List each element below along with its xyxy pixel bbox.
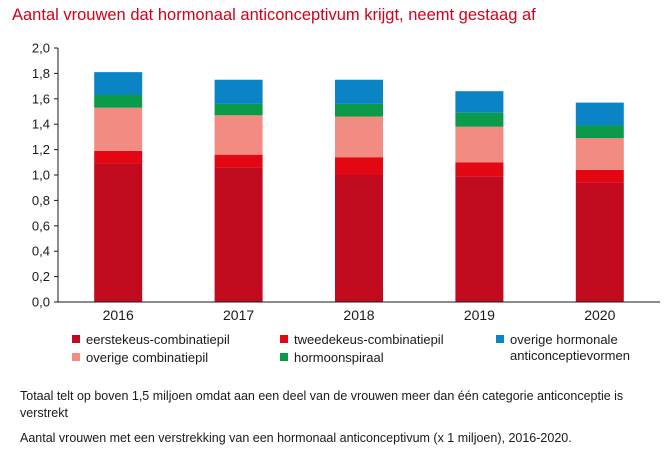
- bar-segment-2017-1: [214, 154, 263, 168]
- y-tick-label: 0,0: [32, 295, 50, 310]
- y-tick-label: 1,6: [32, 91, 50, 106]
- bar-segment-2020-4: [575, 102, 624, 126]
- chart-title: Aantal vrouwen dat hormonaal anticoncept…: [12, 6, 536, 24]
- legend-swatch: [72, 335, 80, 343]
- bar-segment-2018-2: [335, 116, 383, 158]
- bar-segment-2016-3: [94, 94, 143, 108]
- legend-swatch: [496, 335, 504, 343]
- bars: [94, 72, 624, 302]
- legend-label: eerstekeus-combinatiepil: [86, 332, 230, 347]
- bar-segment-2018-3: [335, 103, 383, 117]
- x-tick-label: 2017: [223, 307, 254, 323]
- x-tick-label: 2019: [464, 307, 495, 323]
- stacked-bar-chart: 0,00,20,40,60,81,01,21,41,61,82,0 2016 20…: [32, 41, 660, 323]
- bar-segment-2016-1: [94, 150, 143, 164]
- legend-swatch: [280, 335, 288, 343]
- bar-segment-2018-1: [335, 157, 383, 175]
- y-tick-label: 1,2: [32, 142, 50, 157]
- legend-label: hormoonspiraal: [294, 350, 384, 365]
- caption: Aantal vrouwen met een verstrekking van …: [20, 431, 572, 445]
- bar-segment-2016-0: [94, 163, 143, 302]
- bar-segment-2020-0: [575, 182, 624, 302]
- legend-label: overige combinatiepil: [86, 350, 209, 365]
- bar-segment-2019-1: [455, 162, 504, 177]
- legend-item-hormoonspiraal: hormoonspiraal: [280, 350, 384, 366]
- bar-segment-2018-4: [335, 79, 383, 104]
- bar-segment-2016-2: [94, 107, 143, 151]
- bar-segment-2017-0: [214, 167, 263, 302]
- bar-segment-2019-0: [455, 176, 504, 302]
- bar-segment-2016-4: [94, 72, 143, 95]
- legend-item-eerstekeus: eerstekeus-combinatiepil: [72, 332, 230, 348]
- y-tick-label: 0,8: [32, 193, 50, 208]
- y-tick-label: 1,0: [32, 168, 50, 183]
- y-axis: 0,0 0,2 0,4 0,6 0,8 1,0 1,2 1,4 1,6 1,8 2,0: [32, 41, 59, 310]
- y-tick-label: 1,8: [32, 66, 50, 81]
- bar-segment-2019-2: [455, 126, 504, 163]
- bar-segment-2017-2: [214, 115, 263, 155]
- legend-swatch: [280, 353, 288, 361]
- y-tick-label: 0,4: [32, 244, 50, 259]
- x-tick-label: 2018: [343, 307, 374, 323]
- legend-label: tweedekeus-combinatiepil: [294, 332, 444, 347]
- footnote: Totaal telt op boven 1,5 miljoen omdat a…: [20, 389, 624, 420]
- bar-segment-2020-2: [575, 138, 624, 170]
- x-tick-label: 2016: [103, 307, 134, 323]
- bar-segment-2017-3: [214, 103, 263, 116]
- legend-item-tweedekeus: tweedekeus-combinatiepil: [280, 332, 444, 348]
- legend-item-overige-combinatiepil: overige combinatiepil: [72, 350, 208, 366]
- legend-item-overige-hormonale: overige hormonale anticonceptievormen: [496, 332, 630, 364]
- legend-swatch: [72, 353, 80, 361]
- y-tick-label: 2,0: [32, 41, 50, 56]
- bar-segment-2018-0: [335, 175, 383, 302]
- bar-segment-2020-3: [575, 125, 624, 139]
- x-tick-label: 2020: [584, 307, 615, 323]
- bar-segment-2019-4: [455, 91, 504, 113]
- y-tick-label: 0,6: [32, 218, 50, 233]
- legend-label: overige hormonale anticonceptievormen: [510, 332, 630, 363]
- y-tick-label: 0,2: [32, 269, 50, 284]
- x-axis: 2016 2017 2018 2019 2020: [58, 301, 660, 323]
- bar-segment-2017-4: [214, 79, 263, 104]
- bar-segment-2020-1: [575, 169, 624, 183]
- y-tick-label: 1,4: [32, 117, 50, 132]
- bar-segment-2019-3: [455, 112, 504, 127]
- legend: eerstekeus-combinatiepil tweedekeus-comb…: [72, 332, 667, 372]
